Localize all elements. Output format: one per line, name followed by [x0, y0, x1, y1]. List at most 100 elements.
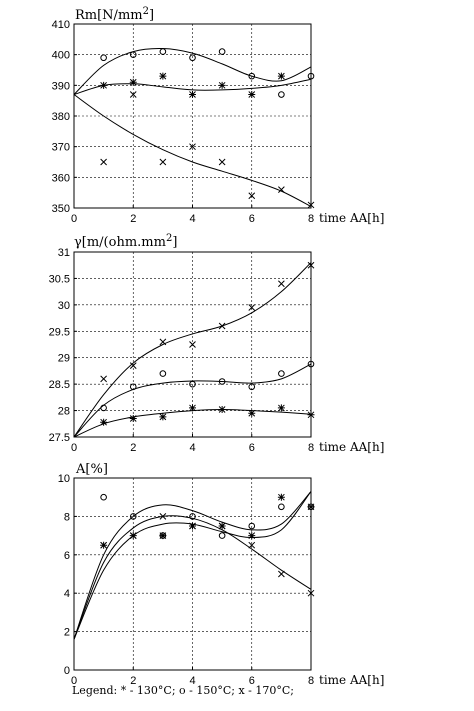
x-tick-label: 0	[71, 675, 77, 687]
data-point	[218, 406, 226, 414]
data-point	[189, 341, 196, 348]
data-point	[189, 54, 196, 62]
data-point	[218, 532, 226, 539]
data-point	[307, 261, 315, 269]
y-tick-label: 410	[52, 19, 70, 31]
data-point	[129, 513, 137, 520]
data-point	[248, 304, 256, 311]
x-axis-label: time AA[h]	[319, 673, 384, 687]
data-point	[159, 158, 167, 166]
data-point	[248, 383, 256, 391]
chart-panel-1: 0 2 4 6 8 350 360 370 380 390 400 410 Rm[N/mm2] time …	[52, 6, 385, 225]
fit-curve-2	[73, 491, 312, 640]
data-point	[307, 411, 315, 419]
data-point	[159, 532, 167, 539]
data-point	[189, 380, 196, 388]
y-tick-label: 27.5	[49, 432, 70, 444]
fit-curve-2	[73, 47, 312, 95]
y-tick-label: 29	[58, 353, 70, 365]
x-tick-label: 2	[130, 213, 136, 225]
data-point	[248, 192, 256, 200]
data-point	[278, 570, 285, 578]
data-point	[189, 522, 196, 530]
chart-title: Rm[N/mm2]	[75, 6, 154, 23]
data-point	[307, 360, 315, 368]
data-point	[100, 375, 107, 383]
x-tick-label: 6	[249, 213, 255, 225]
fit-curve-3	[73, 515, 312, 640]
y-tick-label: 390	[52, 80, 70, 92]
data-point	[218, 522, 226, 530]
x-tick-label: 6	[249, 442, 255, 454]
x-tick-label: 6	[249, 675, 255, 687]
x-tick-label: 8	[308, 213, 314, 225]
y-tick-label: 29.5	[49, 326, 70, 338]
y-tick-label: 350	[52, 203, 70, 215]
data-point	[189, 404, 196, 412]
data-point	[159, 413, 167, 421]
data-point	[100, 418, 108, 426]
y-tick-label: 10	[58, 473, 70, 485]
fit-curve-3	[73, 94, 312, 207]
data-point	[129, 51, 137, 58]
data-point	[218, 378, 226, 385]
chart-title: A[%]	[75, 462, 108, 477]
data-point	[248, 532, 256, 540]
data-point	[159, 48, 167, 55]
data-point	[248, 409, 256, 417]
data-point	[159, 513, 167, 520]
x-tick-label: 8	[308, 442, 314, 454]
y-tick-label: 30	[58, 300, 70, 312]
data-point	[218, 322, 226, 330]
data-point	[159, 370, 167, 377]
y-tick-label: 4	[64, 588, 70, 600]
y-tick-label: 2	[64, 627, 70, 639]
x-tick-label: 8	[308, 675, 314, 687]
y-tick-label: 6	[64, 550, 70, 562]
y-tick-label: 380	[52, 111, 70, 123]
chart-panel-3: 0 2 4 6 8 0 2 4 6 8 10 A[%] time AA[h]	[58, 462, 385, 687]
x-axis-label: time AA[h]	[319, 211, 384, 225]
x-tick-label: 0	[71, 213, 77, 225]
data-point	[277, 404, 285, 412]
data-point	[248, 522, 256, 530]
data-point	[129, 362, 137, 369]
data-point	[218, 81, 226, 89]
y-tick-label: 360	[52, 172, 70, 184]
data-point	[129, 415, 137, 422]
y-tick-label: 0	[64, 665, 70, 677]
data-point	[100, 493, 107, 501]
data-point	[277, 72, 285, 80]
x-tick-label: 2	[130, 675, 136, 687]
y-tick-label: 30.5	[49, 273, 70, 285]
data-point	[307, 72, 315, 80]
data-point	[159, 338, 167, 346]
data-point	[189, 143, 196, 151]
data-point	[307, 503, 315, 511]
data-point	[248, 541, 256, 549]
data-point	[307, 589, 315, 597]
data-point	[277, 493, 285, 501]
x-axis-label: time AA[h]	[319, 440, 384, 454]
data-point	[100, 54, 107, 62]
data-point	[129, 532, 137, 539]
data-point	[129, 78, 137, 86]
data-point	[307, 503, 315, 511]
data-point	[307, 201, 315, 209]
x-tick-label: 2	[130, 442, 136, 454]
data-point	[248, 91, 256, 99]
chart-panel-2: 0 2 4 6 8 27.5 28 28.5 29 29.5 30 30.5 31 γ[m/(ohm.mm…	[49, 233, 385, 454]
data-point	[189, 513, 196, 520]
x-tick-label: 4	[189, 442, 195, 454]
x-tick-label: 4	[189, 213, 195, 225]
y-tick-label: 28.5	[49, 379, 70, 391]
data-point	[278, 280, 285, 288]
data-point	[278, 91, 285, 98]
fit-curve-3	[73, 262, 312, 438]
y-tick-label: 8	[64, 511, 70, 523]
data-point	[129, 383, 137, 391]
fit-curve-1	[73, 78, 312, 96]
chart-title: γ[m/(ohm.mm2]	[74, 233, 177, 250]
data-point	[100, 158, 107, 166]
